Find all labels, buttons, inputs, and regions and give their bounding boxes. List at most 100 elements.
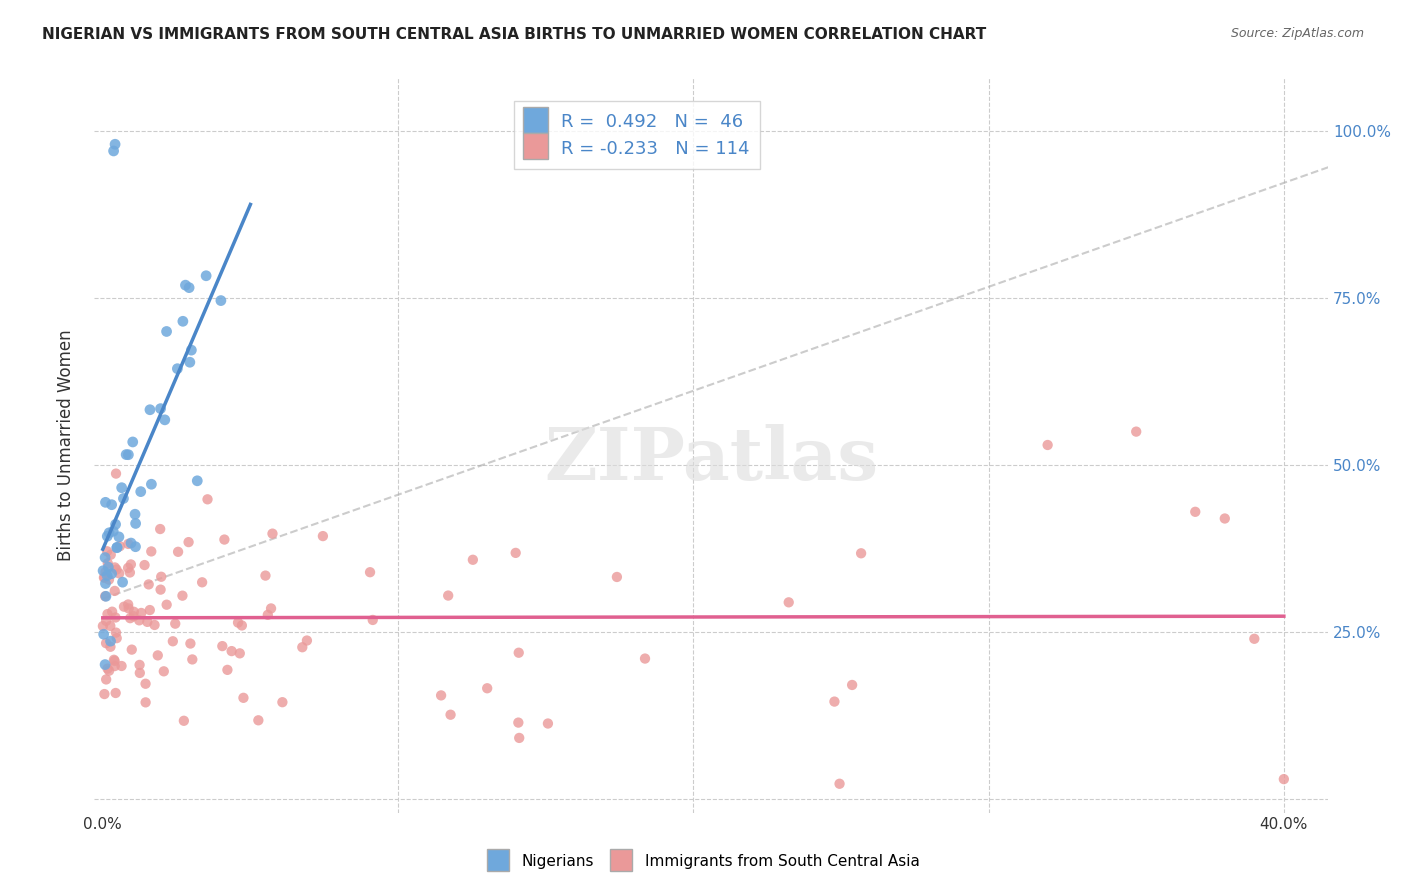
Point <box>150 570 173 584</box>
Point <box>254 568 277 582</box>
Point <box>141 544 163 558</box>
Point <box>100 634 122 648</box>
Point <box>104 610 127 624</box>
Point <box>122 605 145 619</box>
Point <box>606 570 628 584</box>
Point <box>128 665 150 680</box>
Point <box>477 681 499 696</box>
Point <box>104 560 127 574</box>
Point <box>439 707 461 722</box>
Point <box>134 558 156 572</box>
Point <box>91 564 114 578</box>
Point <box>229 646 252 660</box>
Point <box>226 615 249 630</box>
Point <box>1272 772 1295 786</box>
Point <box>173 714 195 728</box>
Point <box>231 618 253 632</box>
Point <box>104 654 127 668</box>
Point <box>94 495 117 509</box>
Point <box>103 524 125 539</box>
Point <box>505 546 527 560</box>
Point <box>180 343 202 358</box>
Point <box>1243 632 1265 646</box>
Point <box>93 570 115 584</box>
Point <box>121 434 143 449</box>
Point <box>461 553 484 567</box>
Point <box>179 355 201 369</box>
Point <box>98 664 121 678</box>
Point <box>174 278 197 293</box>
Point <box>108 539 131 553</box>
Point <box>124 540 146 554</box>
Point <box>94 590 117 604</box>
Point <box>232 690 254 705</box>
Point <box>437 589 460 603</box>
Point <box>111 575 134 590</box>
Point <box>96 568 118 582</box>
Point <box>247 714 270 728</box>
Point <box>221 644 243 658</box>
Point <box>155 325 177 339</box>
Legend: R =  0.492   N =  46, R = -0.233   N = 114: R = 0.492 N = 46, R = -0.233 N = 114 <box>513 101 761 169</box>
Point <box>112 599 135 614</box>
Point <box>256 607 278 622</box>
Point <box>191 575 214 590</box>
Point <box>93 687 115 701</box>
Point <box>312 529 335 543</box>
Point <box>128 613 150 627</box>
Point <box>94 565 117 579</box>
Point <box>97 573 120 587</box>
Point <box>100 548 122 562</box>
Point <box>291 640 314 655</box>
Point <box>1036 438 1059 452</box>
Point <box>96 529 118 543</box>
Point <box>1213 511 1236 525</box>
Point <box>828 777 851 791</box>
Point <box>634 651 657 665</box>
Text: NIGERIAN VS IMMIGRANTS FROM SOUTH CENTRAL ASIA BIRTHS TO UNMARRIED WOMEN CORRELA: NIGERIAN VS IMMIGRANTS FROM SOUTH CENTRA… <box>42 27 987 42</box>
Point <box>96 673 118 687</box>
Point <box>162 634 184 648</box>
Point <box>101 605 124 619</box>
Point <box>430 689 453 703</box>
Text: ZIPatlas: ZIPatlas <box>544 425 879 495</box>
Point <box>94 636 117 650</box>
Point <box>209 293 232 308</box>
Point <box>823 695 845 709</box>
Point <box>96 614 118 628</box>
Point <box>98 619 121 633</box>
Point <box>149 582 172 597</box>
Point <box>195 268 218 283</box>
Point <box>359 565 381 579</box>
Point <box>100 640 122 654</box>
Point <box>112 491 135 506</box>
Text: Source: ZipAtlas.com: Source: ZipAtlas.com <box>1230 27 1364 40</box>
Point <box>136 615 159 629</box>
Point <box>104 659 127 673</box>
Point <box>120 558 142 572</box>
Point <box>217 663 239 677</box>
Point <box>197 492 219 507</box>
Point <box>118 601 141 615</box>
Point <box>143 618 166 632</box>
Point <box>105 563 128 577</box>
Point <box>508 646 530 660</box>
Point <box>110 659 132 673</box>
Point <box>91 619 114 633</box>
Point <box>97 560 120 574</box>
Point <box>172 314 194 328</box>
Point <box>121 642 143 657</box>
Point <box>271 695 294 709</box>
Point <box>156 598 179 612</box>
Point <box>149 401 172 416</box>
Point <box>135 677 157 691</box>
Point <box>139 402 162 417</box>
Point <box>508 731 530 745</box>
Point <box>122 609 145 624</box>
Point <box>104 625 127 640</box>
Point <box>849 546 872 560</box>
Point <box>124 508 146 522</box>
Point <box>138 577 160 591</box>
Legend: Nigerians, Immigrants from South Central Asia: Nigerians, Immigrants from South Central… <box>481 847 925 875</box>
Point <box>117 561 139 575</box>
